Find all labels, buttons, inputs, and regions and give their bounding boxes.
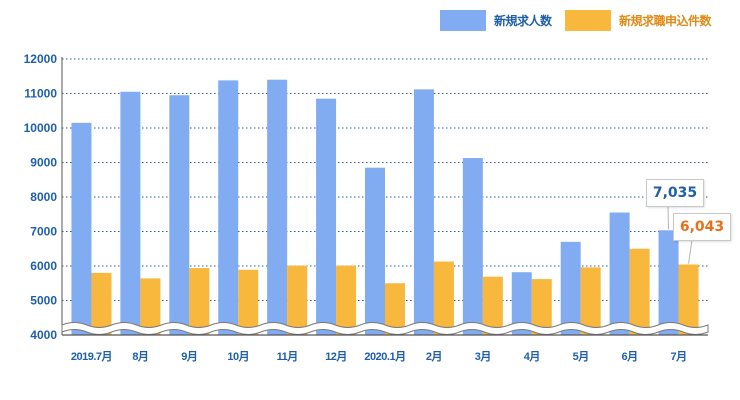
bar-job-openings <box>316 98 337 335</box>
bar-job-openings <box>169 95 190 335</box>
y-tick-label: 4000 <box>30 328 57 342</box>
bar-job-applications <box>287 265 308 335</box>
y-tick-label: 11000 <box>24 87 57 101</box>
x-tick-label: 2月 <box>426 350 442 363</box>
legend-item-job-openings: 新規求人数 <box>440 9 552 31</box>
y-tick-label: 12000 <box>24 52 58 66</box>
bar-job-applications <box>91 272 112 335</box>
x-tick-label: 6月 <box>622 350 638 363</box>
bar-job-applications <box>531 279 552 335</box>
callout-pointer-job-openings <box>667 205 670 230</box>
bar-job-openings <box>560 241 581 335</box>
y-tick-label: 10000 <box>24 121 58 135</box>
y-tick-label: 9000 <box>30 156 57 170</box>
bar-job-openings <box>218 80 239 335</box>
x-tick-label: 2020.1月 <box>364 350 405 363</box>
x-tick-label: 12月 <box>325 350 347 363</box>
x-tick-label: 2019.7月 <box>71 350 112 363</box>
y-tick-label: 8000 <box>30 190 57 204</box>
callout-pointer-job-applications <box>688 239 693 264</box>
y-tick-label: 5000 <box>30 294 57 308</box>
y-tick-label: 6000 <box>30 259 57 273</box>
legend-item-job-applications: 新規求職申込件数 <box>565 9 712 31</box>
axis-break-band <box>61 322 709 335</box>
bar-job-applications <box>336 265 357 335</box>
legend-swatch-job-openings <box>440 9 486 31</box>
bar-job-openings <box>462 158 483 335</box>
bar-job-applications <box>580 267 601 335</box>
bar-job-applications <box>678 264 699 335</box>
x-tick-label: 9月 <box>181 350 197 363</box>
bar-job-applications <box>433 261 454 335</box>
bar-job-applications <box>238 269 259 335</box>
x-tick-label: 4月 <box>524 350 540 363</box>
bar-job-openings <box>365 167 385 335</box>
bar-job-applications <box>482 276 503 335</box>
bar-job-applications <box>140 278 161 335</box>
x-tick-label: 5月 <box>573 350 589 363</box>
bar-job-applications <box>385 283 405 335</box>
legend-label-job-openings: 新規求人数 <box>494 13 552 28</box>
x-tick-label: 7月 <box>670 350 686 363</box>
bar-job-openings <box>658 230 679 335</box>
bar-job-openings <box>413 89 434 335</box>
bar-job-openings <box>609 212 630 335</box>
legend-label-job-applications: 新規求職申込件数 <box>619 13 712 28</box>
bar-job-applications <box>189 268 210 335</box>
x-tick-label: 10月 <box>227 350 249 363</box>
callout-job-applications-latest: 6,043 <box>673 213 731 241</box>
x-tick-label: 11月 <box>277 350 298 363</box>
bar-job-openings <box>120 91 141 336</box>
x-tick-label: 3月 <box>475 350 491 363</box>
bar-job-openings <box>267 79 288 335</box>
bar-job-openings <box>71 122 92 335</box>
y-tick-label: 7000 <box>30 225 57 239</box>
bar-job-applications <box>629 248 650 335</box>
callout-job-openings-latest: 7,035 <box>646 179 704 207</box>
x-tick-label: 8月 <box>132 350 148 363</box>
legend-swatch-job-applications <box>565 9 611 31</box>
bar-job-openings <box>511 272 532 335</box>
